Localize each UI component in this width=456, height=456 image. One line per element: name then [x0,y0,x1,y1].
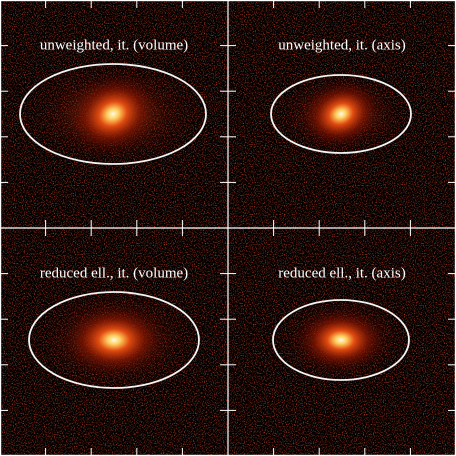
panel-label: unweighted, it. (volume) [40,37,188,53]
panel-label: reduced ell., it. (axis) [278,265,405,281]
density-core [295,308,387,372]
panel-label: unweighted, it. (axis) [278,37,405,53]
fit-ellipse [19,63,207,165]
panel: reduced ell., it. (volume) [0,228,228,456]
density-core [62,304,166,376]
panel: unweighted, it. (axis) [228,0,456,228]
panel: unweighted, it. (volume) [0,0,228,228]
panel-label: reduced ell., it. (volume) [40,265,188,281]
fit-ellipse [272,299,410,381]
fit-ellipse [28,291,200,389]
panel: reduced ell., it. (axis) [228,228,456,456]
density-core [66,72,160,156]
fit-ellipse [270,74,412,154]
density-core [300,78,382,150]
